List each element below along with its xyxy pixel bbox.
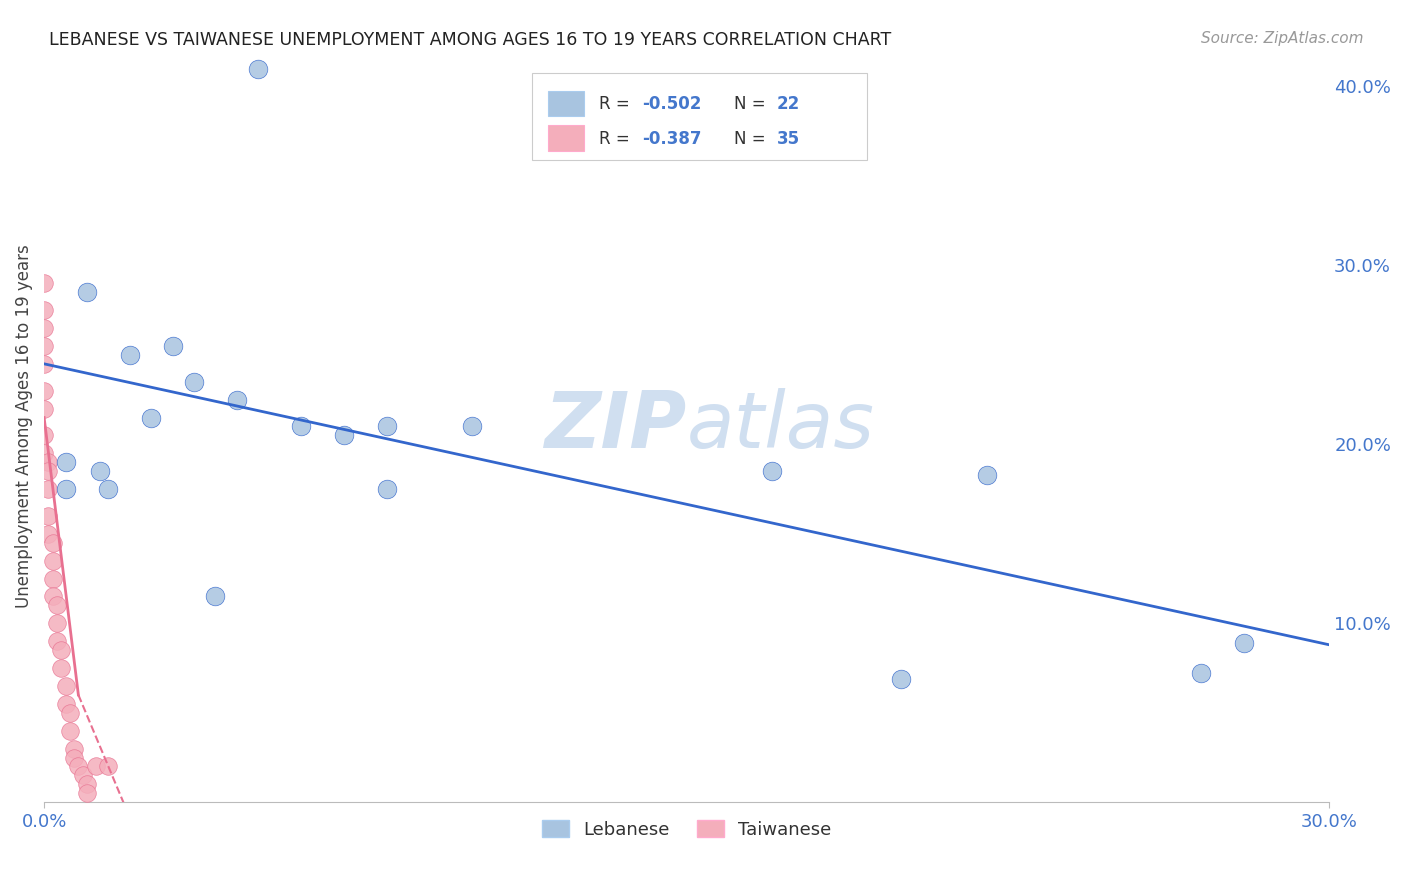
Point — [63, 741, 86, 756]
Point — [97, 482, 120, 496]
Point — [97, 759, 120, 773]
Point — [46, 616, 69, 631]
Point — [32, 357, 55, 371]
Point — [37, 455, 59, 469]
Bar — [548, 91, 583, 117]
Text: -0.502: -0.502 — [641, 95, 702, 113]
Bar — [548, 125, 583, 151]
Text: -0.387: -0.387 — [641, 129, 702, 148]
Point — [46, 634, 69, 648]
Point — [976, 467, 998, 482]
Point — [333, 428, 356, 442]
Point — [63, 750, 86, 764]
Text: R =: R = — [599, 129, 636, 148]
Point — [32, 446, 55, 460]
Text: R =: R = — [599, 95, 636, 113]
FancyBboxPatch shape — [533, 73, 866, 160]
Point — [761, 464, 783, 478]
Point — [32, 277, 55, 291]
Point — [247, 62, 270, 76]
Point — [41, 590, 63, 604]
Point — [32, 303, 55, 318]
Legend: Lebanese, Taiwanese: Lebanese, Taiwanese — [534, 814, 839, 846]
Text: 35: 35 — [776, 129, 800, 148]
Point — [375, 419, 398, 434]
Point — [1189, 666, 1212, 681]
Point — [89, 464, 111, 478]
Point — [32, 321, 55, 335]
Point — [55, 697, 77, 711]
Point — [76, 786, 98, 800]
Point — [162, 339, 184, 353]
Point — [375, 482, 398, 496]
Point — [461, 419, 484, 434]
Point — [32, 384, 55, 398]
Point — [290, 419, 312, 434]
Point — [76, 777, 98, 791]
Text: N =: N = — [734, 129, 770, 148]
Point — [55, 455, 77, 469]
Point — [55, 679, 77, 693]
Point — [55, 482, 77, 496]
Point — [37, 464, 59, 478]
Text: N =: N = — [734, 95, 770, 113]
Text: ZIP: ZIP — [544, 389, 686, 465]
Point — [118, 348, 141, 362]
Point — [59, 706, 82, 720]
Point — [51, 643, 73, 657]
Point — [32, 401, 55, 416]
Point — [183, 375, 205, 389]
Point — [890, 672, 912, 686]
Text: atlas: atlas — [686, 389, 875, 465]
Point — [225, 392, 247, 407]
Point — [32, 339, 55, 353]
Text: LEBANESE VS TAIWANESE UNEMPLOYMENT AMONG AGES 16 TO 19 YEARS CORRELATION CHART: LEBANESE VS TAIWANESE UNEMPLOYMENT AMONG… — [49, 31, 891, 49]
Point — [72, 768, 94, 782]
Point — [59, 723, 82, 738]
Point — [41, 536, 63, 550]
Point — [51, 661, 73, 675]
Point — [204, 590, 226, 604]
Point — [84, 759, 107, 773]
Y-axis label: Unemployment Among Ages 16 to 19 years: Unemployment Among Ages 16 to 19 years — [15, 244, 32, 608]
Point — [141, 410, 163, 425]
Point — [1232, 636, 1254, 650]
Point — [32, 428, 55, 442]
Point — [41, 572, 63, 586]
Point — [76, 285, 98, 300]
Text: Source: ZipAtlas.com: Source: ZipAtlas.com — [1201, 31, 1364, 46]
Point — [41, 554, 63, 568]
Point — [67, 759, 90, 773]
Point — [37, 482, 59, 496]
Point — [46, 599, 69, 613]
Text: 22: 22 — [776, 95, 800, 113]
Point — [37, 526, 59, 541]
Point — [37, 508, 59, 523]
